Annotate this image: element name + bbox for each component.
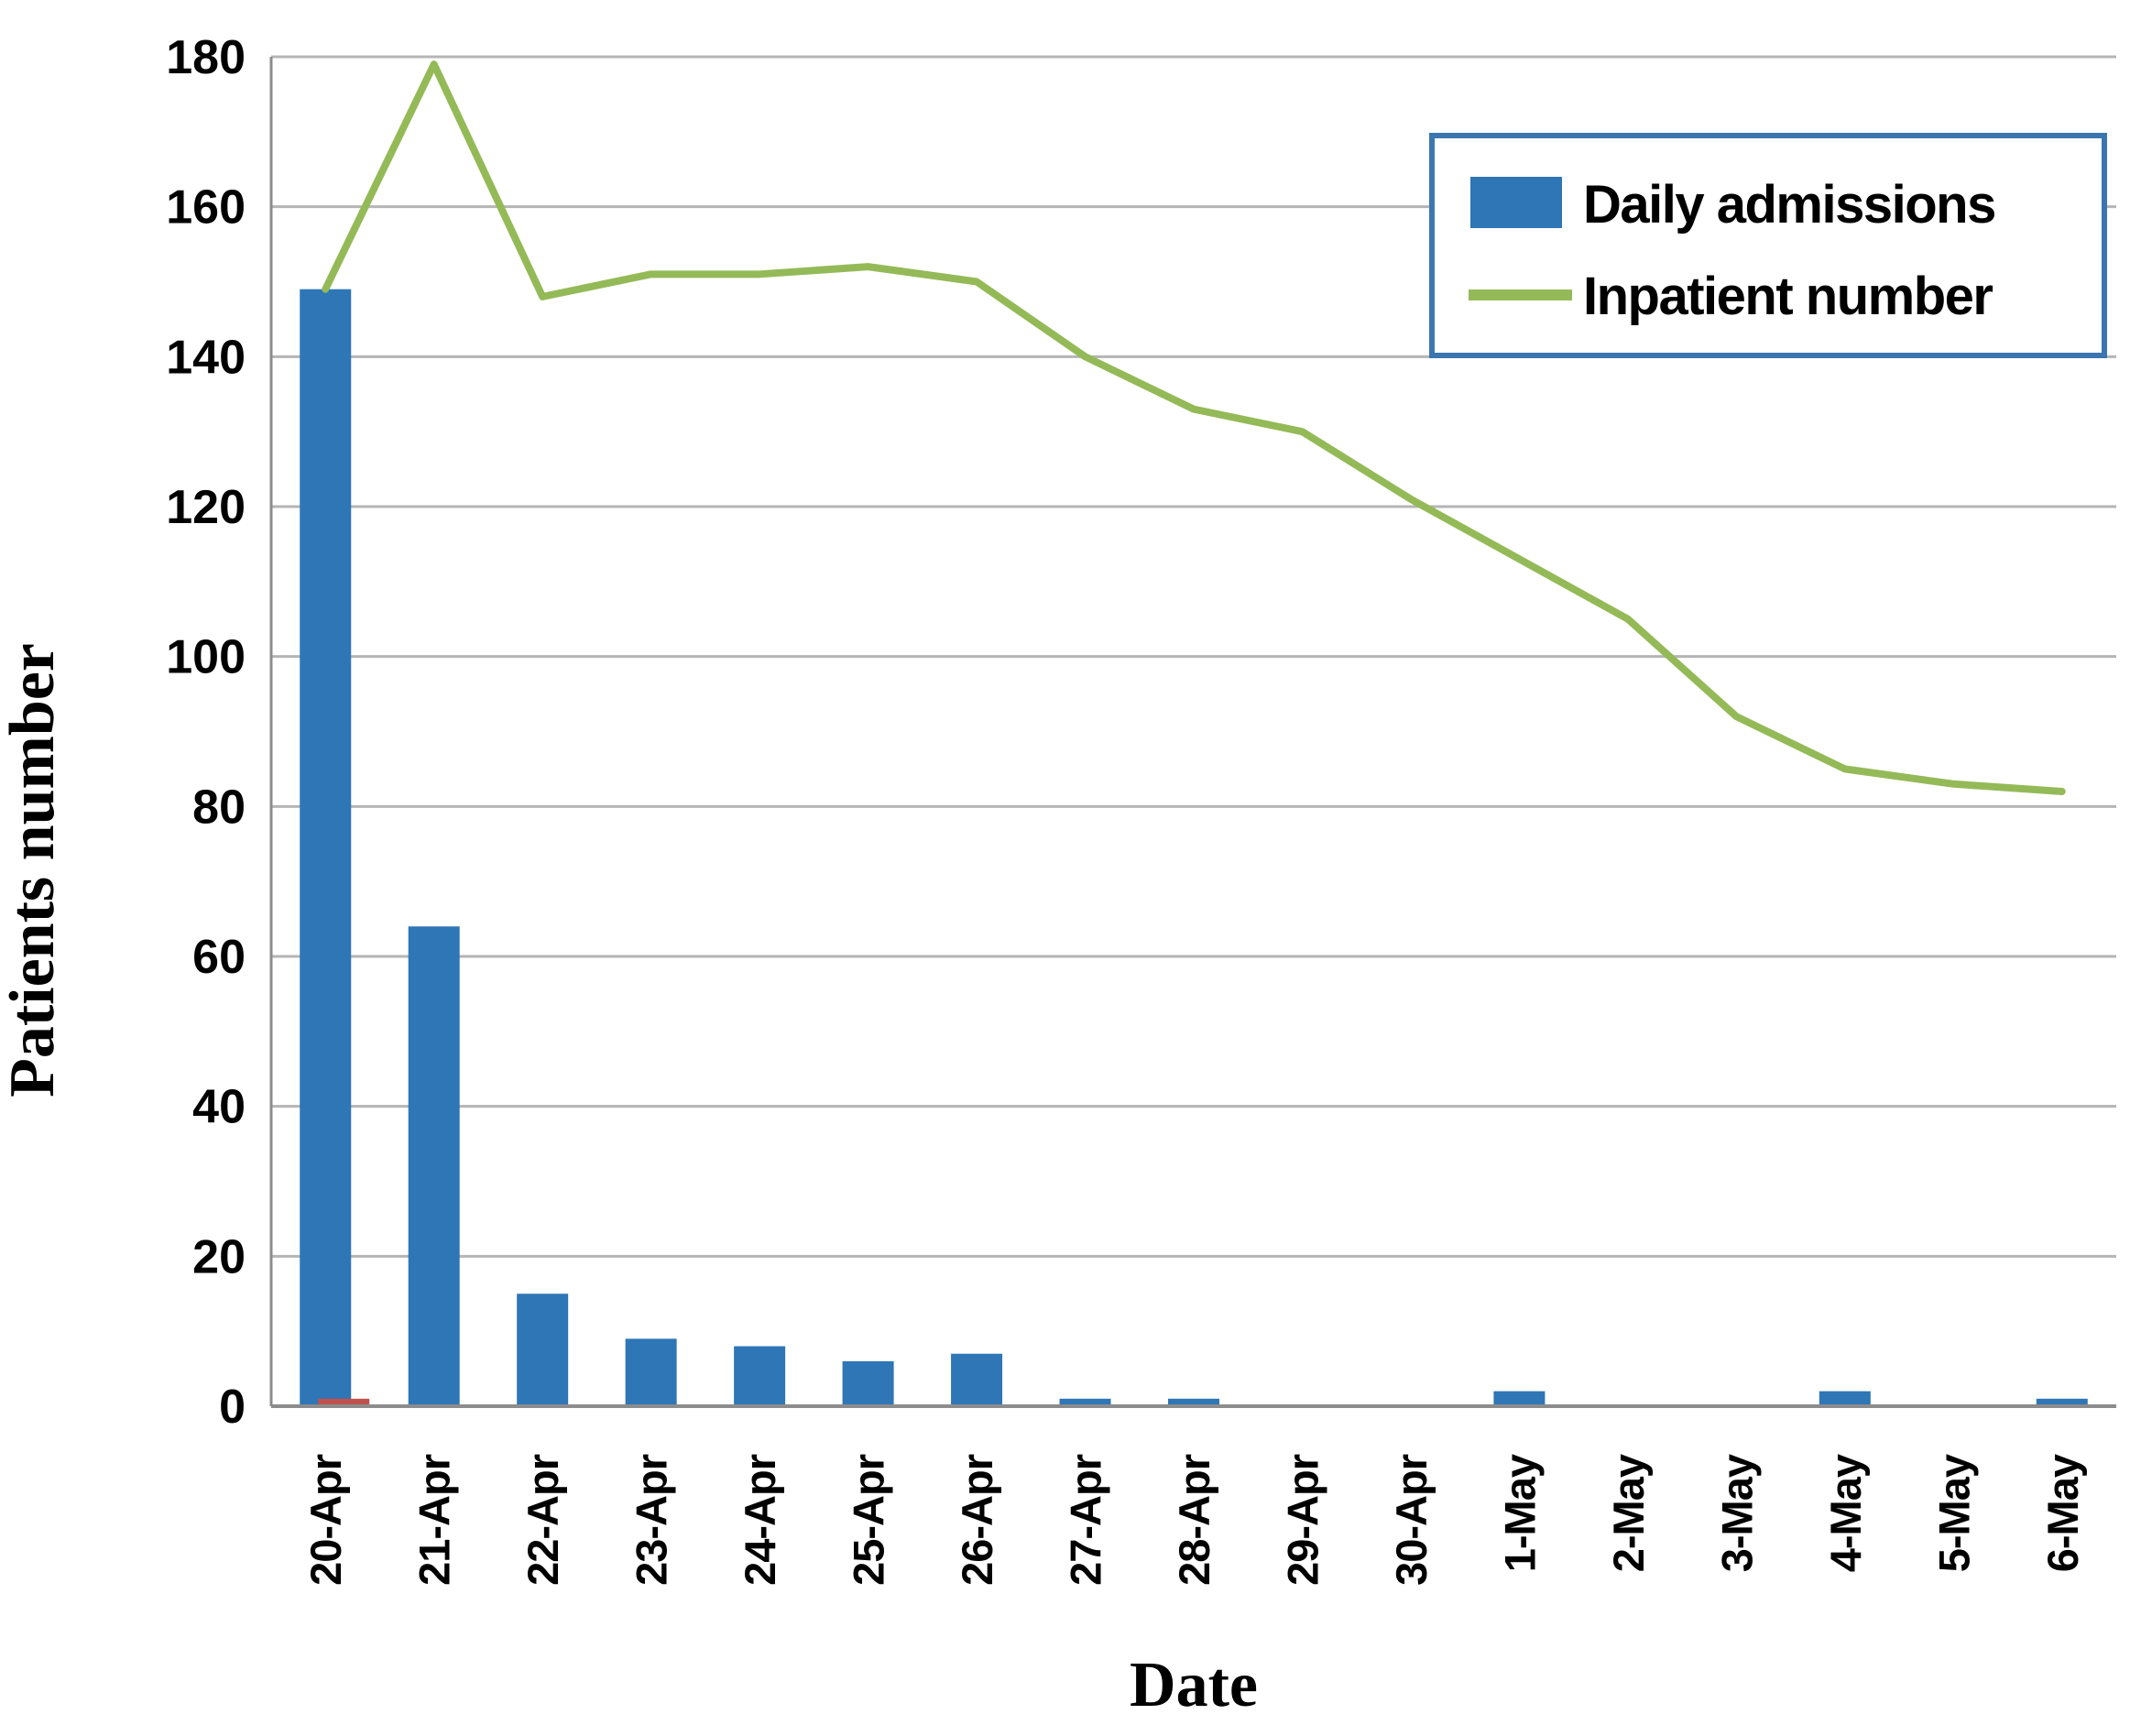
y-tick-label-120: 120 xyxy=(166,481,246,534)
x-tick-label-3-May: 3-May xyxy=(1712,1454,1761,1572)
y-tick-label-160: 160 xyxy=(166,181,246,235)
x-tick-label-27-Apr: 27-Apr xyxy=(1062,1454,1110,1586)
bar-daily-admissions-21-Apr xyxy=(408,926,460,1406)
bar-series xyxy=(300,289,2088,1406)
bar-daily-admissions-23-Apr xyxy=(625,1338,677,1406)
x-tick-label-29-Apr: 29-Apr xyxy=(1278,1454,1327,1586)
y-tick-label-60: 60 xyxy=(192,931,246,984)
legend-label-inpatient-number: Inpatient number xyxy=(1583,267,1993,326)
x-tick-label-23-Apr: 23-Apr xyxy=(628,1454,676,1586)
y-tick-label-20: 20 xyxy=(192,1230,246,1283)
x-tick-label-2-May: 2-May xyxy=(1604,1454,1653,1572)
bar-daily-admissions-1-May xyxy=(1493,1391,1546,1406)
line-inpatient-number xyxy=(322,60,2066,795)
legend-swatch-daily-admissions xyxy=(1470,177,1562,228)
legend: Daily admissions Inpatient number xyxy=(1429,133,2107,358)
x-tick-label-1-May: 1-May xyxy=(1495,1454,1544,1572)
bar-daily-admissions-25-Apr xyxy=(842,1360,894,1406)
bar-daily-admissions-6-May xyxy=(2036,1398,2088,1406)
y-tick-label-180: 180 xyxy=(166,31,246,84)
y-axis-tick-labels: 0 20 40 60 80 100 120 140 160 180 xyxy=(166,31,246,1434)
x-tick-label-28-Apr: 28-Apr xyxy=(1170,1454,1218,1586)
axes xyxy=(269,57,2116,1408)
bar-daily-admissions-26-Apr xyxy=(951,1353,1003,1406)
y-tick-label-80: 80 xyxy=(192,781,246,834)
x-axis-title: Date xyxy=(1130,1650,1258,1720)
bar-unlabeled-red-series-20-Apr xyxy=(318,1398,370,1406)
x-tick-label-30-Apr: 30-Apr xyxy=(1387,1454,1436,1586)
bar-daily-admissions-27-Apr xyxy=(1059,1398,1111,1406)
x-tick-label-20-Apr: 20-Apr xyxy=(301,1454,350,1586)
line-series xyxy=(322,60,2066,795)
bar-daily-admissions-24-Apr xyxy=(734,1346,786,1406)
x-tick-label-24-Apr: 24-Apr xyxy=(736,1454,784,1586)
y-tick-label-0: 0 xyxy=(219,1381,246,1434)
x-axis-tick-labels: 20-Apr 21-Apr 22-Apr 23-Apr 24-Apr 25-Apr 26-A… xyxy=(301,1454,2087,1586)
x-tick-label-25-Apr: 25-Apr xyxy=(845,1454,893,1586)
y-tick-label-100: 100 xyxy=(166,631,246,684)
x-tick-label-26-Apr: 26-Apr xyxy=(953,1454,1001,1586)
y-tick-label-140: 140 xyxy=(166,331,246,384)
bar-daily-admissions-20-Apr xyxy=(300,289,352,1406)
bar-daily-admissions-22-Apr xyxy=(517,1294,569,1406)
x-tick-label-4-May: 4-May xyxy=(1821,1454,1870,1572)
y-axis-title: Patients number xyxy=(0,643,68,1097)
x-tick-label-21-Apr: 21-Apr xyxy=(410,1454,459,1586)
gridlines xyxy=(271,55,2116,1258)
x-tick-label-5-May: 5-May xyxy=(1929,1454,1978,1572)
legend-label-daily-admissions: Daily admissions xyxy=(1583,175,1995,235)
legend-box xyxy=(1429,133,2107,358)
x-tick-label-22-Apr: 22-Apr xyxy=(519,1454,567,1586)
y-tick-label-40: 40 xyxy=(192,1081,246,1134)
bar-daily-admissions-28-Apr xyxy=(1168,1398,1219,1406)
bar-daily-admissions-4-May xyxy=(1819,1391,1871,1406)
x-tick-label-6-May: 6-May xyxy=(2038,1454,2087,1572)
